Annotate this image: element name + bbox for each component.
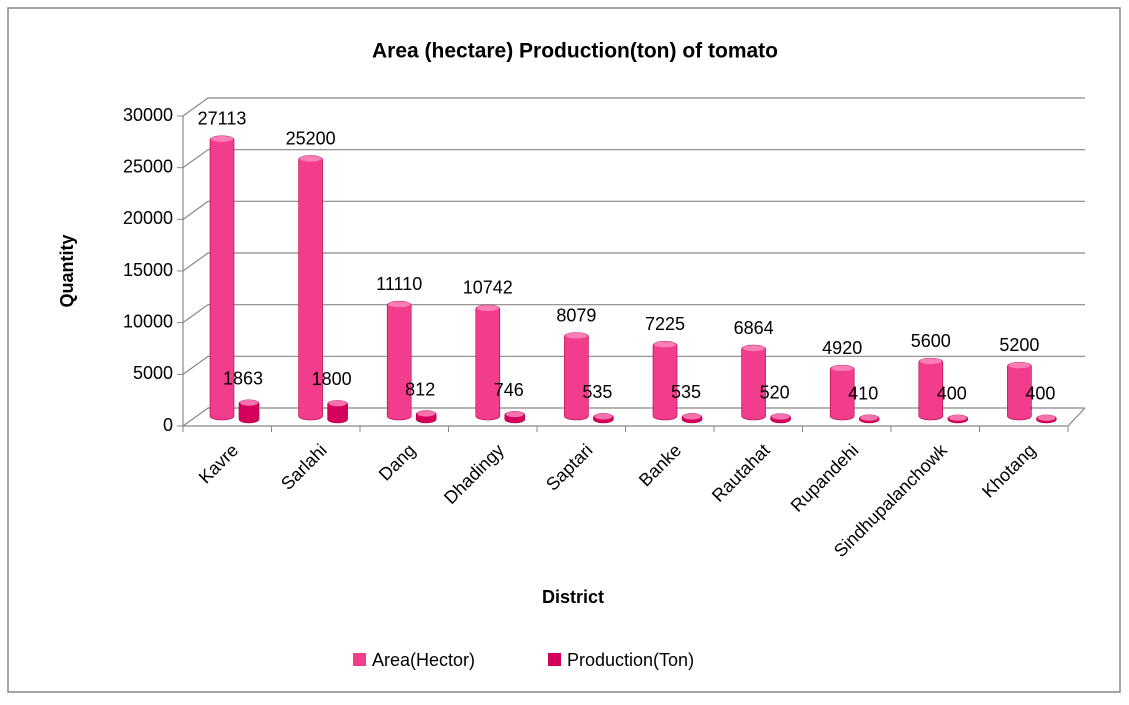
bar-cap <box>683 413 701 420</box>
y-tick-label: 10000 <box>123 311 173 331</box>
bar-cap <box>476 304 499 311</box>
data-label: 535 <box>582 382 612 402</box>
bar-cap <box>594 413 613 420</box>
data-label: 11110 <box>376 274 422 294</box>
bar-cap <box>860 414 879 421</box>
grid-line <box>182 355 1085 375</box>
chart-title: Area (hectare) Production(ton) of tomato <box>372 40 778 63</box>
data-label: 400 <box>937 384 967 404</box>
grid-line <box>182 252 1085 272</box>
grid-line <box>182 200 1085 220</box>
bar <box>652 341 678 421</box>
y-tick-label: 20000 <box>123 208 173 228</box>
bar-cap <box>328 400 347 407</box>
bar <box>475 304 501 421</box>
bar-cap <box>211 135 233 142</box>
bar <box>564 332 589 421</box>
data-label: 1863 <box>223 368 263 388</box>
bar-cap <box>299 155 322 162</box>
data-label: 410 <box>848 384 878 404</box>
data-label: 10742 <box>463 278 513 298</box>
y-tick-label: 5000 <box>133 363 173 383</box>
y-axis-title: Quantity <box>57 234 77 307</box>
legend-label: Area(Hector) <box>372 650 475 670</box>
data-label: 812 <box>405 379 435 399</box>
bar-cap <box>1037 414 1056 421</box>
data-label: 400 <box>1025 384 1055 404</box>
data-label: 5200 <box>999 335 1039 355</box>
y-tick-label: 0 <box>163 415 173 435</box>
y-tick-label: 25000 <box>123 156 173 176</box>
data-label: 1800 <box>312 369 352 389</box>
grid-line <box>182 149 1085 169</box>
bar-cap <box>240 399 258 406</box>
grid-line <box>182 304 1085 324</box>
legend-swatch <box>548 653 561 666</box>
bar-cap <box>831 365 854 372</box>
bar-cap <box>505 411 524 418</box>
bar-cap <box>948 414 967 421</box>
bar-cap <box>565 332 588 339</box>
bar-cap <box>388 301 411 308</box>
grid-line <box>182 407 1085 427</box>
y-tick-label: 15000 <box>123 260 173 280</box>
data-label: 5600 <box>911 331 951 351</box>
data-label: 7225 <box>645 314 685 334</box>
bar-cap <box>919 358 942 365</box>
data-label: 25200 <box>286 128 336 148</box>
bar-cap <box>1008 362 1031 369</box>
y-tick-label: 30000 <box>123 105 173 125</box>
data-label: 520 <box>760 382 790 402</box>
bar-cap <box>654 341 676 348</box>
bar <box>386 300 412 421</box>
data-label: 6864 <box>734 318 774 338</box>
bar-cap <box>417 410 436 417</box>
legend-label: Production(Ton) <box>567 650 694 670</box>
x-axis-title: District <box>542 587 604 607</box>
bar-cap <box>742 345 765 352</box>
data-label: 8079 <box>556 305 596 325</box>
data-label: 4920 <box>822 338 862 358</box>
bar-cap <box>771 413 790 420</box>
data-label: 27113 <box>198 109 247 129</box>
chart-border <box>7 7 1121 693</box>
grid-line <box>182 97 1085 117</box>
data-label: 746 <box>494 380 524 400</box>
data-label: 535 <box>671 382 701 402</box>
legend-swatch <box>353 653 366 666</box>
